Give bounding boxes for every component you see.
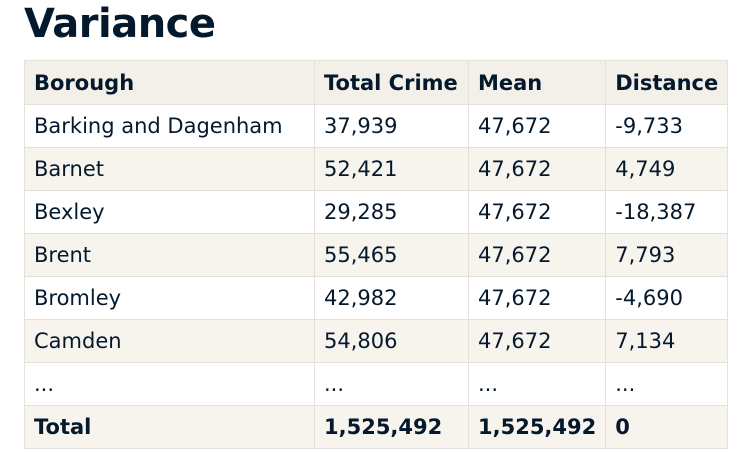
cell-mean: 47,672 bbox=[467, 104, 607, 148]
cell-mean: 47,672 bbox=[467, 147, 607, 191]
cell-mean: 47,672 bbox=[467, 276, 607, 320]
cell-total-crime: 55,465 bbox=[314, 233, 469, 277]
total-mean-sum: 1,525,492 bbox=[467, 405, 607, 449]
total-label: Total bbox=[24, 405, 315, 449]
cell-distance: ... bbox=[605, 362, 729, 406]
total-crime-sum: 1,525,492 bbox=[314, 405, 469, 449]
cell-borough: Bromley bbox=[24, 276, 315, 320]
cell-total-crime: 42,982 bbox=[314, 276, 469, 320]
table-row: Bexley 29,285 47,672 -18,387 bbox=[24, 190, 729, 234]
header-mean: Mean bbox=[467, 60, 607, 105]
cell-total-crime: 29,285 bbox=[314, 190, 469, 234]
cell-mean: 47,672 bbox=[467, 319, 607, 363]
cell-mean: 47,672 bbox=[467, 190, 607, 234]
header-total-crime: Total Crime bbox=[314, 60, 469, 105]
table-row: Camden 54,806 47,672 7,134 bbox=[24, 319, 729, 363]
table-row: Barnet 52,421 47,672 4,749 bbox=[24, 147, 729, 191]
cell-total-crime: ... bbox=[314, 362, 469, 406]
variance-table: Borough Total Crime Mean Distance Barkin… bbox=[24, 60, 729, 449]
cell-total-crime: 52,421 bbox=[314, 147, 469, 191]
table-row: Barking and Dagenham 37,939 47,672 -9,73… bbox=[24, 104, 729, 148]
cell-borough: Barking and Dagenham bbox=[24, 104, 315, 148]
cell-distance: 7,793 bbox=[605, 233, 729, 277]
header-borough: Borough bbox=[24, 60, 315, 105]
cell-distance: 4,749 bbox=[605, 147, 729, 191]
cell-borough: Barnet bbox=[24, 147, 315, 191]
table-row: Bromley 42,982 47,672 -4,690 bbox=[24, 276, 729, 320]
cell-mean: 47,672 bbox=[467, 233, 607, 277]
cell-distance: -18,387 bbox=[605, 190, 729, 234]
cell-total-crime: 54,806 bbox=[314, 319, 469, 363]
cell-distance: -9,733 bbox=[605, 104, 729, 148]
cell-distance: -4,690 bbox=[605, 276, 729, 320]
table-row-ellipsis: ... ... ... ... bbox=[24, 362, 729, 406]
cell-borough: Camden bbox=[24, 319, 315, 363]
cell-borough: Brent bbox=[24, 233, 315, 277]
page-title: Variance bbox=[24, 1, 216, 47]
cell-borough: Bexley bbox=[24, 190, 315, 234]
header-distance: Distance bbox=[605, 60, 729, 105]
cell-mean: ... bbox=[467, 362, 607, 406]
table-header-row: Borough Total Crime Mean Distance bbox=[24, 60, 729, 105]
cell-borough: ... bbox=[24, 362, 315, 406]
table-row: Brent 55,465 47,672 7,793 bbox=[24, 233, 729, 277]
total-distance-sum: 0 bbox=[605, 405, 729, 449]
cell-total-crime: 37,939 bbox=[314, 104, 469, 148]
cell-distance: 7,134 bbox=[605, 319, 729, 363]
table-total-row: Total 1,525,492 1,525,492 0 bbox=[24, 405, 729, 449]
